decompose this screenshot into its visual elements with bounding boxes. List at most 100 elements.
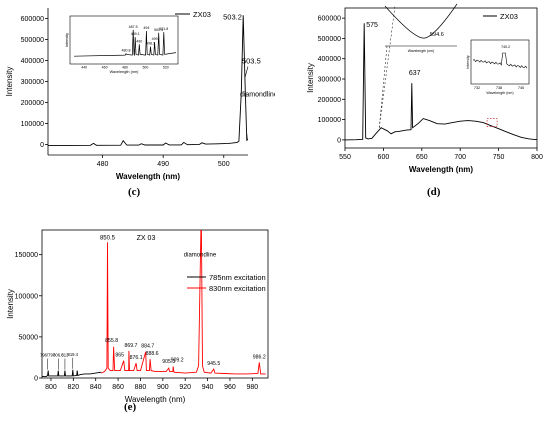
inset-peak-label: 487.5 (129, 25, 138, 29)
x-tick-label: 650 (416, 154, 428, 161)
x-tick-label: 800 (45, 384, 57, 391)
x-tick-label: 490 (157, 161, 169, 168)
y-tick-label: 400000 (318, 56, 341, 63)
x-axis-label: Wavelength (nm) (409, 165, 473, 174)
y-tick-label: 0 (40, 142, 44, 149)
inset-right-x-tick-label: 738 (496, 86, 502, 90)
inset-x-tick-label: 440 (81, 66, 87, 70)
inset-peak-label: 500.4 (154, 28, 163, 32)
series-line-zx03 (345, 23, 537, 141)
series-group (42, 230, 266, 377)
peak-label: 503.2 (223, 12, 242, 21)
x-tick-label: 600 (378, 154, 390, 161)
x-axis-label: Wavelength (nm) (125, 395, 186, 404)
y-tick-label: 100000 (15, 293, 38, 300)
y-tick-label: 150000 (15, 252, 38, 259)
series-line-830nm-excitation (101, 230, 266, 375)
inset-x-tick-label: 520 (163, 66, 169, 70)
inset-right-peak-label: 740.2 (501, 45, 510, 49)
inset-peak-label: 489.1 (131, 32, 140, 36)
x-tick-label: 500 (218, 161, 230, 168)
inset-right-y-axis-label: Intensity (466, 55, 470, 69)
inset-peak-label: 498.3 (146, 41, 155, 45)
inset-x-tick-label: 480 (122, 66, 128, 70)
y-tick-label: 300000 (318, 77, 341, 84)
x-tick-label: 980 (246, 384, 258, 391)
chart-panel-c: 480 490 500 0 100000 200000 300000 400000 500000… (0, 0, 278, 205)
y-tick-label: 300000 (21, 79, 44, 86)
peak-label: 945.5 (207, 361, 220, 367)
inset-peak-label: 480.8 (122, 49, 131, 53)
peak-label: 503.5 (242, 57, 261, 66)
series-group (345, 23, 537, 141)
legend-label: ZX03 (500, 12, 518, 21)
y-tick-label: 50000 (19, 334, 39, 341)
inset-left-series-line (384, 3, 458, 39)
legend-label-830: 830nm excitation (209, 284, 266, 293)
chart-title: ZX 03 (137, 235, 156, 242)
peak-label: 813 (61, 353, 69, 358)
inset-x-axis-label: Wavelength (nm) (110, 70, 140, 74)
peak-label: 637 (409, 70, 421, 77)
y-axis-label: Intensity (306, 63, 315, 93)
inset-right-series-line (472, 52, 528, 69)
chart-panel-d: 550 600 650 700 750 800 0 100000 200000 300000 400… (275, 0, 550, 205)
legend-label: ZX03 (193, 10, 211, 19)
panel-label-c: (c) (128, 186, 141, 198)
x-tick-label: 480 (97, 161, 109, 168)
chart-e-svg: 800 820 840 860 880 900 920 940 960 980 0 50000 1000… (6, 229, 269, 404)
inset-right-frame (470, 39, 530, 85)
peak-label: 888.6 (146, 351, 159, 357)
y-tick-label: 600000 (21, 16, 44, 23)
plot-frame (344, 7, 538, 149)
y-axis-label: Intensity (5, 67, 14, 97)
inset-right-x-tick-label: 732 (474, 86, 480, 90)
inset-peak-label: 490 (136, 39, 142, 43)
x-tick-label: 940 (202, 384, 214, 391)
y-tick-label: 0 (337, 137, 341, 144)
peak-label: 905.3 (162, 359, 175, 365)
series-line-zx03 (48, 15, 248, 147)
inset-peak-label: 494 (143, 26, 149, 30)
y-tick-label: 500000 (318, 36, 341, 43)
peak-label: 575 (366, 22, 378, 29)
inset-frame (69, 15, 179, 65)
peak-label: 865 (115, 353, 124, 359)
panel-label-d: (d) (427, 186, 441, 198)
peak-label: 986.2 (253, 354, 266, 360)
peak-label: 869.7 (124, 343, 137, 349)
inset-left-peak-label: 594.6 (430, 32, 444, 38)
peak-label: 806.6 (53, 353, 64, 358)
inset-series-line (73, 29, 177, 57)
inset-peak-label: 501.8 (159, 27, 168, 31)
chart-d-svg: 550 600 650 700 750 800 0 100000 200000 300000 400… (306, 3, 543, 174)
inset-left-x-axis-label: Wavelength (nm) (408, 49, 435, 53)
y-tick-label: 100000 (318, 117, 341, 124)
y-tick-label: 200000 (21, 100, 44, 107)
inset-y-axis-label: Intensity (65, 33, 69, 47)
x-tick-label: 860 (112, 384, 124, 391)
x-tick-label: 920 (179, 384, 191, 391)
x-tick-label: 750 (493, 154, 505, 161)
y-tick-label: 100000 (21, 121, 44, 128)
inset-connector (379, 5, 396, 128)
y-tick-label: 500000 (21, 37, 44, 44)
x-tick-label: 800 (531, 154, 543, 161)
chart-panel-e: 800 820 840 860 880 900 920 940 960 980 0 50000 1000… (0, 208, 275, 418)
series-line-785nm-excitation (42, 369, 102, 377)
peak-label: 855.8 (105, 338, 118, 344)
peak-label: 909.2 (171, 357, 184, 363)
y-axis-label: Intensity (6, 289, 15, 319)
x-tick-label: 700 (454, 154, 466, 161)
plot-frame (41, 229, 269, 379)
legend-label-785: 785nm excitation (209, 273, 266, 282)
y-tick-label: 200000 (318, 97, 341, 104)
peak-label: 876.1 (130, 355, 143, 361)
inset-x-tick-label: 500 (142, 66, 148, 70)
peak-label: 884.7 (141, 344, 154, 350)
peak-label: diamondline (184, 253, 217, 259)
x-tick-label: 880 (135, 384, 147, 391)
highlight-box (486, 118, 498, 127)
y-tick-label: 400000 (21, 58, 44, 65)
series-group (48, 15, 248, 147)
